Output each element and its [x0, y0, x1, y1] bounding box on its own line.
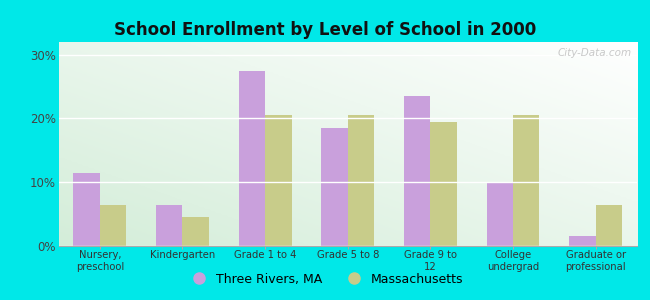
Bar	[430, 122, 457, 246]
Bar	[513, 115, 540, 246]
Text: School Enrollment by Level of School in 2000: School Enrollment by Level of School in …	[114, 21, 536, 39]
Bar	[404, 96, 430, 246]
Bar	[348, 115, 374, 246]
Bar	[265, 115, 292, 246]
Bar	[100, 205, 126, 246]
Bar	[156, 205, 183, 246]
Bar	[73, 173, 100, 246]
Bar	[569, 236, 595, 246]
Bar	[321, 128, 348, 246]
Text: City-Data.com: City-Data.com	[557, 48, 631, 58]
Bar	[183, 217, 209, 246]
Bar	[595, 205, 622, 246]
Bar	[239, 71, 265, 246]
Legend: Three Rivers, MA, Massachusetts: Three Rivers, MA, Massachusetts	[181, 268, 469, 291]
Bar	[487, 182, 513, 246]
